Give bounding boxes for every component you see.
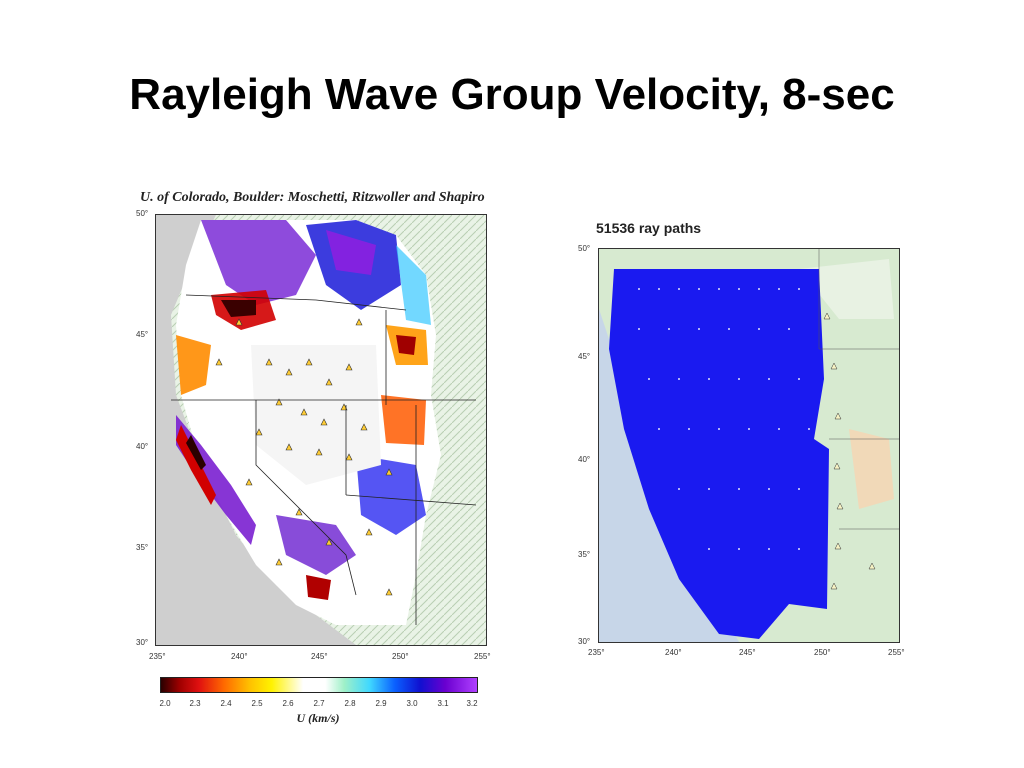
right-lat-label: 45° xyxy=(578,352,591,361)
colorbar-tick: 2.7 xyxy=(313,699,325,708)
right-lon-label: 240° xyxy=(665,648,682,657)
left-lat-label: 45° xyxy=(136,330,149,339)
right-lon-label: 245° xyxy=(739,648,756,657)
colorbar-tick: 2.3 xyxy=(189,699,201,708)
colorbar-gradient xyxy=(160,677,478,693)
ray-path-map xyxy=(598,248,900,643)
left-lat-label: 50° xyxy=(136,209,149,218)
right-lon-label: 250° xyxy=(814,648,831,657)
left-lon-label: 235° xyxy=(149,652,166,661)
colorbar-tick: 2.5 xyxy=(251,699,263,708)
slide-title: Rayleigh Wave Group Velocity, 8-sec xyxy=(129,70,895,119)
colorbar-tick: 3.0 xyxy=(406,699,418,708)
ray-path-map-svg xyxy=(599,249,899,642)
colorbar-tick: 3.1 xyxy=(437,699,449,708)
right-lat-label: 40° xyxy=(578,455,591,464)
left-lon-label: 255° xyxy=(474,652,491,661)
right-lon-label: 235° xyxy=(588,648,605,657)
left-lon-label: 245° xyxy=(311,652,328,661)
right-lon-label: 255° xyxy=(888,648,905,657)
colorbar-tick: 2.8 xyxy=(344,699,356,708)
colorbar-tick: 2.0 xyxy=(159,699,171,708)
right-map-caption: 51536 ray paths xyxy=(596,220,702,236)
colorbar-tick: 3.2 xyxy=(466,699,478,708)
left-lat-label: 40° xyxy=(136,442,149,451)
left-lat-label: 35° xyxy=(136,543,149,552)
right-lat-label: 35° xyxy=(578,550,591,559)
left-map-caption: U. of Colorado, Boulder: Moschetti, Ritz… xyxy=(140,190,485,205)
left-lon-label: 240° xyxy=(231,652,248,661)
group-velocity-map xyxy=(155,214,487,646)
group-velocity-map-svg xyxy=(156,215,486,645)
colorbar-tick: 2.4 xyxy=(220,699,232,708)
left-lat-label: 30° xyxy=(136,638,149,647)
right-lat-label: 30° xyxy=(578,637,591,646)
colorbar-label: U (km/s) xyxy=(296,711,340,725)
colorbar-tick: 2.6 xyxy=(282,699,294,708)
right-lat-label: 50° xyxy=(578,244,591,253)
colorbar-tick: 2.9 xyxy=(375,699,387,708)
left-lon-label: 250° xyxy=(392,652,409,661)
